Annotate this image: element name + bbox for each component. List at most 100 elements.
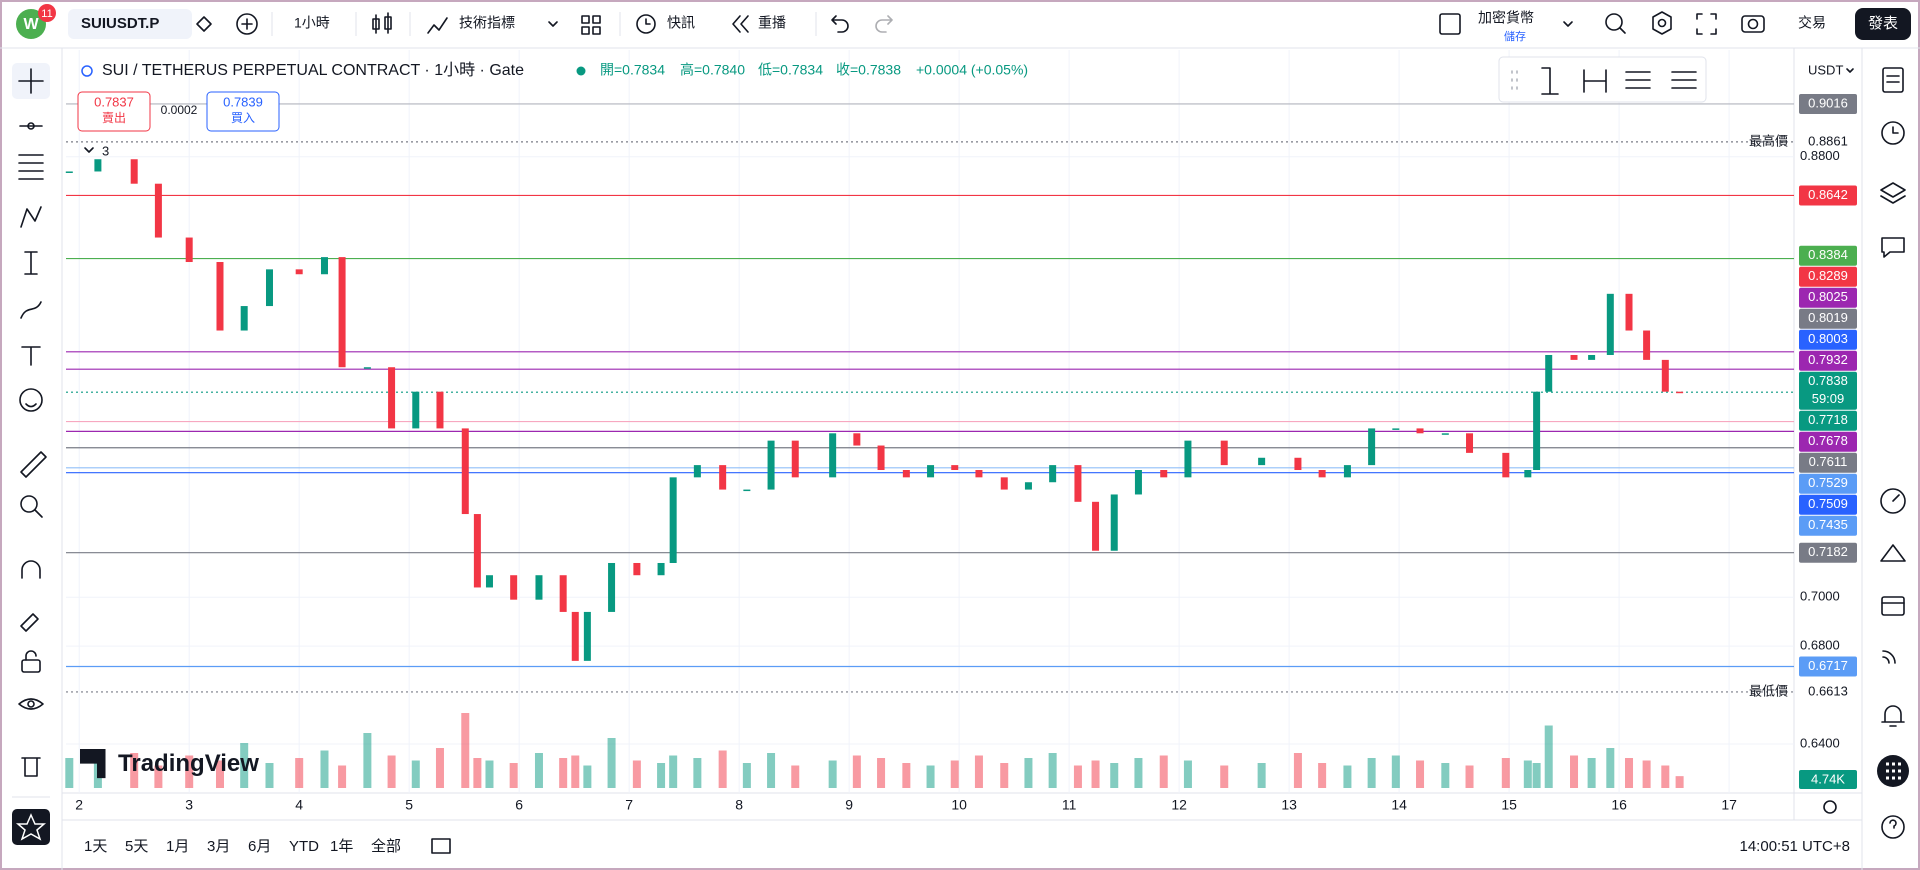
camera-icon[interactable] (1741, 15, 1765, 33)
volume-bar (1318, 763, 1327, 788)
volume-bar (877, 758, 886, 788)
candle (608, 562, 616, 612)
volume-bar (1523, 760, 1532, 788)
x-tick-label: 15 (1501, 797, 1517, 813)
x-tick-label: 10 (951, 797, 967, 813)
save[interactable]: 儲存 (1504, 29, 1526, 43)
price-label: 0.8642 (1808, 187, 1848, 202)
candle (510, 575, 518, 600)
volume-bar (1293, 753, 1302, 788)
undo-icon[interactable] (831, 15, 849, 33)
range-button[interactable]: 5天 (125, 838, 148, 855)
x-tick-label: 5 (405, 797, 413, 813)
price-label: 0.9016 (1808, 95, 1848, 110)
volume-bar (320, 750, 329, 788)
chevron[interactable] (1563, 21, 1573, 27)
price-label: 0.7435 (1808, 517, 1848, 532)
alerts[interactable]: 快訊 (667, 15, 695, 31)
search-handle (1619, 27, 1626, 34)
indicators-count[interactable]: 3 (102, 143, 109, 158)
settings-dot (1657, 18, 1667, 28)
volume-bar (93, 763, 102, 788)
layout-name[interactable]: 加密貨幣 (1478, 10, 1534, 26)
date-range-icon[interactable] (431, 838, 451, 854)
volume-bar (240, 743, 249, 788)
price-label-bg (1799, 473, 1857, 494)
publish[interactable]: 發表 (1868, 15, 1898, 32)
candle (559, 575, 567, 612)
x-tick-label: 6 (515, 797, 523, 813)
volume-bar (485, 760, 494, 788)
settings-icon[interactable] (1652, 11, 1672, 35)
buy-button[interactable] (206, 91, 280, 132)
x-tick-label: 4 (295, 797, 303, 813)
candle (829, 433, 837, 478)
chart-type-icon[interactable] (372, 12, 392, 34)
add-icon[interactable] (236, 13, 258, 35)
candle (216, 262, 224, 331)
redo-icon[interactable] (875, 15, 893, 33)
chevron[interactable] (1846, 68, 1854, 73)
chevron[interactable] (548, 21, 558, 27)
volume (65, 713, 1684, 788)
y-tick-label: 0.6400 (1800, 735, 1840, 750)
trade[interactable]: 交易 (1798, 15, 1826, 31)
publish-button[interactable] (1855, 8, 1911, 40)
buy-price[interactable]: 0.7839 (223, 94, 263, 109)
indicators-icon[interactable] (427, 17, 448, 34)
replay[interactable]: 重播 (758, 15, 786, 31)
currency[interactable]: USDT (1808, 62, 1843, 77)
price-label-bg (1799, 131, 1857, 152)
price-label-bg (1799, 371, 1857, 410)
sell-button[interactable] (77, 91, 151, 132)
candle (485, 575, 493, 588)
replay-icon[interactable] (732, 15, 749, 33)
volume-bar (1544, 725, 1553, 788)
volume-bar (473, 758, 482, 788)
range-button[interactable]: 1月 (166, 838, 189, 855)
candle (535, 575, 543, 600)
fullscreen-icon[interactable] (1696, 13, 1717, 35)
brand-name: TradingView (118, 750, 259, 777)
axis-settings-icon[interactable] (1823, 800, 1837, 814)
collapse-icon[interactable] (84, 147, 94, 153)
layouts-icon[interactable] (581, 15, 601, 35)
candle (320, 257, 328, 275)
range-button[interactable]: 全部 (371, 837, 401, 855)
search-icon[interactable] (1605, 13, 1623, 31)
range-button[interactable]: 6月 (248, 838, 271, 855)
candle (583, 611, 591, 661)
buy[interactable]: 買入 (231, 111, 255, 125)
candle (461, 428, 469, 515)
range-button[interactable]: YTD (289, 838, 319, 855)
avatar[interactable] (16, 9, 46, 39)
volume-bar (1257, 763, 1266, 788)
sell-price[interactable]: 0.7837 (94, 94, 134, 109)
favorites-icon[interactable] (15, 813, 47, 841)
candle (1643, 330, 1651, 360)
indicators[interactable]: 技術指標 (459, 15, 515, 31)
range-button[interactable]: 3月 (207, 838, 230, 855)
volume-bar (1134, 758, 1143, 788)
right-tools[interactable] (1880, 67, 1906, 839)
symbol-box[interactable] (68, 9, 192, 39)
compare-icon[interactable] (196, 16, 212, 32)
interval[interactable]: 1小時 (294, 15, 330, 31)
range-button[interactable]: 1年 (330, 838, 353, 855)
volume-bar (1024, 758, 1033, 788)
volume-bar (1465, 765, 1474, 788)
volume-bar (509, 763, 518, 788)
market-status (576, 66, 586, 76)
volume-bar (435, 748, 444, 788)
symbol[interactable]: SUIUSDT.P (81, 15, 159, 32)
alerts-icon[interactable] (636, 14, 656, 34)
candle (338, 257, 346, 368)
layout-icon[interactable] (1439, 13, 1461, 35)
range-button[interactable]: 1天 (84, 838, 107, 855)
favorites-bg[interactable] (12, 809, 50, 845)
candle (473, 514, 481, 588)
sell[interactable]: 賣出 (102, 110, 126, 125)
drawing-panel-tools[interactable] (1511, 67, 1697, 95)
left-tools[interactable] (18, 68, 47, 777)
